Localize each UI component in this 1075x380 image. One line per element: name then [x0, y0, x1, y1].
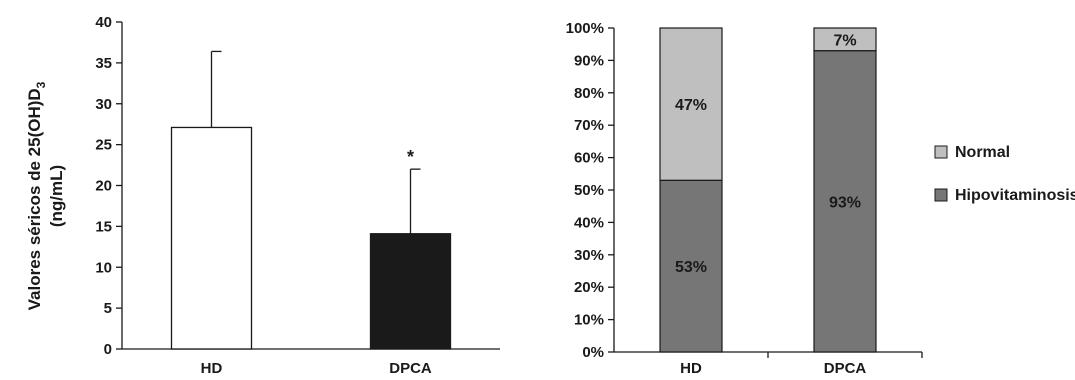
y-tick-label: 100%: [566, 20, 604, 37]
legend-swatch-normal: [934, 145, 948, 159]
y-tick-label: 40%: [574, 214, 604, 231]
y-tick-label: 0%: [582, 344, 604, 361]
left-bars: *: [170, 50, 452, 350]
y-tick-label: 30: [95, 96, 112, 113]
data-label-hipovitaminosis-dpca: 93%: [829, 194, 861, 211]
bar-segment-normal-hd: [659, 27, 723, 181]
y-axis-title-text: Valores séricos de 25(OH)D: [25, 88, 44, 310]
y-tick-label: 0: [104, 341, 112, 358]
y-tick-label: 25: [95, 137, 112, 154]
y-tick-label: 5: [104, 300, 112, 317]
y-tick-label: 30%: [574, 247, 604, 264]
x-tick-label: HD: [680, 360, 702, 377]
y-tick-label: 40: [95, 14, 112, 31]
legend: Normal Hipovitaminosis: [934, 144, 1075, 204]
data-label-hipovitaminosis-hd: 53%: [675, 259, 707, 276]
serum-vitamin-d-chart: Valores séricos de 25(OH)D3 (ng/mL) 0 5 10…: [25, 14, 500, 377]
y-tick-label: 70%: [574, 117, 604, 134]
y-tick-label: 35: [95, 55, 112, 72]
y-tick-label: 20: [95, 178, 112, 195]
y-axis-title-line1: Valores séricos de 25(OH)D3: [25, 81, 48, 310]
y-tick-label: 60%: [574, 150, 604, 167]
y-tick-label: 90%: [574, 52, 604, 69]
left-axes: 0 5 10 15 20 25 30 35 40 HD DPCA: [95, 14, 500, 377]
y-tick-label: 50%: [574, 182, 604, 199]
bar-hd: [170, 126, 253, 350]
y-tick-label: 10: [95, 259, 112, 276]
y-tick-label: 10%: [574, 312, 604, 329]
x-tick-label: DPCA: [824, 360, 867, 377]
right-bars: 53% 47% 93% 7%: [659, 27, 877, 353]
y-axis-title-line2: (ng/mL): [47, 165, 66, 227]
y-tick-label: 80%: [574, 85, 604, 102]
legend-label-hipovitaminosis: Hipovitaminosis: [955, 187, 1075, 204]
y-axis-title-subscript: 3: [34, 81, 48, 88]
y-tick-label: 15: [95, 218, 112, 235]
y-tick-label: 20%: [574, 279, 604, 296]
data-label-normal-dpca: 7%: [833, 32, 856, 49]
legend-swatch-hipovitaminosis: [934, 188, 948, 202]
data-label-normal-hd: 47%: [675, 97, 707, 114]
x-tick-label: DPCA: [389, 360, 432, 377]
x-tick-label: HD: [201, 360, 223, 377]
bar-dpca: [369, 233, 452, 350]
significance-marker: *: [407, 147, 414, 167]
bar-segment-normal-dpca: [813, 27, 877, 52]
bar-segment-hipovitaminosis-dpca: [813, 50, 877, 353]
y-axis-title: Valores séricos de 25(OH)D3 (ng/mL): [25, 81, 66, 310]
legend-label-normal: Normal: [955, 144, 1010, 161]
vitamin-d-status-chart: 0%10%20%30%40%50%60%70%80%90%100%HD DPCA …: [566, 20, 1075, 377]
